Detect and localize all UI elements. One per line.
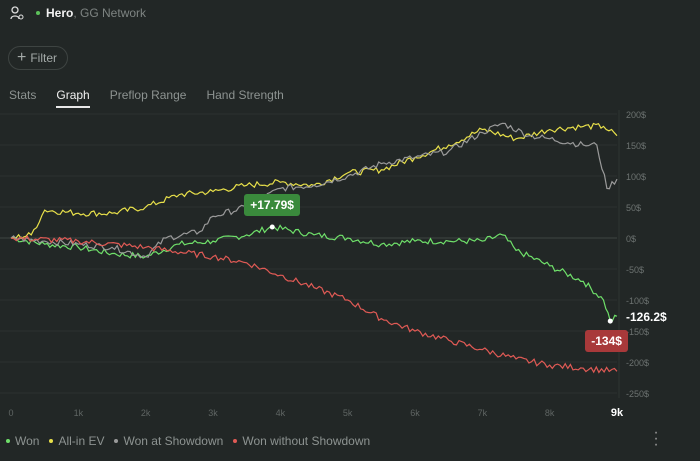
- x-tick-label: 1k: [74, 408, 84, 418]
- series-line-won-at-showdown: [10, 122, 618, 259]
- y-tick-label: 150$: [626, 141, 646, 151]
- tab-stats[interactable]: Stats: [9, 88, 37, 102]
- series-line-all-in-ev: [10, 122, 618, 240]
- legend-label: Won: [15, 434, 40, 448]
- point-marker: [269, 224, 275, 230]
- y-tick-label: -200$: [626, 358, 649, 368]
- y-tick-label: -50$: [626, 265, 644, 275]
- series-line-won: [10, 224, 618, 322]
- tab-bar: Stats Graph Preflop Range Hand Strength: [9, 88, 304, 108]
- legend-won[interactable]: Won: [6, 434, 39, 448]
- filter-button[interactable]: + Filter: [8, 46, 69, 70]
- plus-icon: +: [17, 49, 27, 66]
- tab-preflop-range[interactable]: Preflop Range: [109, 88, 187, 102]
- series-line-won-without-showdown: [10, 235, 618, 374]
- x-tick-label: 2k: [141, 408, 151, 418]
- legend-label: Won without Showdown: [242, 434, 371, 448]
- x-tick-label: 6k: [410, 408, 420, 418]
- legend-won-without-showdown[interactable]: Won without Showdown: [233, 434, 370, 448]
- network-name: , GG Network: [73, 6, 147, 20]
- y-tick-label: -100$: [626, 296, 649, 306]
- legend-label: All-in EV: [58, 434, 105, 448]
- legend: Won All-in EV Won at Showdown Won withou…: [6, 434, 380, 448]
- y-tick-label: 100$: [626, 172, 646, 182]
- tab-graph[interactable]: Graph: [56, 88, 90, 108]
- point-marker: [607, 318, 613, 324]
- online-dot: [36, 11, 40, 15]
- more-vertical-icon[interactable]: · · ·: [653, 424, 659, 453]
- legend-won-at-showdown[interactable]: Won at Showdown: [114, 434, 223, 448]
- final-value-label: -126.2$: [626, 310, 667, 325]
- y-tick-label: 200$: [626, 110, 646, 120]
- y-tick-label: 0$: [626, 234, 636, 244]
- legend-label: Won at Showdown: [123, 434, 224, 448]
- x-tick-label: 0: [8, 408, 13, 418]
- y-tick-label: -150$: [626, 327, 649, 337]
- y-tick-label: 50$: [626, 203, 641, 213]
- header: Hero , GG Network: [10, 6, 146, 20]
- y-tick-label: -250$: [626, 389, 649, 399]
- x-tick-label: 9k: [611, 407, 624, 419]
- user-settings-icon[interactable]: [10, 6, 24, 20]
- tooltip-min-won: -134$: [585, 330, 628, 353]
- tab-hand-strength[interactable]: Hand Strength: [206, 88, 284, 102]
- x-tick-label: 8k: [545, 408, 555, 418]
- x-tick-label: 7k: [478, 408, 488, 418]
- tooltip-current-won: +17.79$: [244, 193, 300, 216]
- legend-all-in-ev[interactable]: All-in EV: [49, 434, 104, 448]
- player-name: Hero: [46, 6, 74, 20]
- x-tick-label: 5k: [343, 408, 353, 418]
- x-tick-label: 4k: [276, 408, 286, 418]
- filter-label: Filter: [30, 51, 58, 65]
- x-tick-label: 3k: [208, 408, 218, 418]
